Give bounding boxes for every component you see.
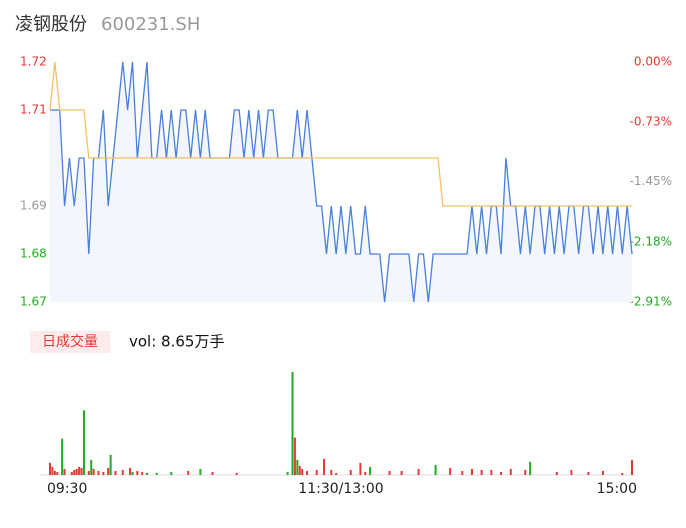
volume-bar bbox=[114, 470, 117, 475]
volume-bar bbox=[51, 466, 54, 475]
y-tick-label: 1.68 bbox=[20, 247, 47, 261]
volume-bar bbox=[129, 467, 132, 475]
volume-bar bbox=[146, 472, 148, 475]
volume-bar bbox=[524, 469, 527, 475]
volume-bar bbox=[90, 459, 93, 475]
volume-bar bbox=[75, 468, 78, 475]
volume-bar bbox=[364, 471, 367, 475]
volume-bar bbox=[293, 437, 296, 475]
y2-tick-label: -0.73% bbox=[630, 115, 672, 129]
volume-bar bbox=[296, 459, 299, 475]
price-area bbox=[50, 62, 632, 302]
volume-bar bbox=[235, 472, 238, 475]
volume-bar bbox=[570, 469, 573, 475]
volume-bar bbox=[335, 472, 338, 475]
volume-bar bbox=[330, 469, 333, 475]
volume-bar bbox=[155, 472, 158, 475]
volume-bar bbox=[92, 468, 95, 475]
volume-bar bbox=[298, 465, 301, 475]
x-tick-label: 15:00 bbox=[597, 481, 637, 497]
volume-bar bbox=[555, 471, 558, 475]
volume-bar bbox=[121, 469, 124, 475]
volume-bar bbox=[53, 470, 56, 475]
volume-bar bbox=[49, 462, 51, 475]
volume-bar bbox=[211, 471, 214, 475]
volume-bar bbox=[388, 470, 391, 475]
volume-label: 日成交量 bbox=[42, 333, 98, 350]
volume-bar bbox=[286, 471, 289, 475]
volume-bar bbox=[461, 470, 464, 475]
y-tick-label: 1.69 bbox=[20, 199, 47, 213]
y-tick-label: 1.67 bbox=[20, 295, 47, 309]
volume-bar bbox=[621, 472, 624, 475]
volume-bar bbox=[199, 468, 202, 475]
volume-bar bbox=[400, 470, 403, 475]
volume-bar bbox=[87, 470, 90, 475]
volume-bar bbox=[82, 410, 85, 475]
y-tick-label: 1.72 bbox=[20, 55, 47, 69]
volume-bar bbox=[78, 466, 81, 475]
volume-bar bbox=[417, 468, 420, 475]
volume-summary: vol: 8.65万手 bbox=[129, 333, 224, 351]
volume-bar bbox=[102, 471, 105, 475]
volume-bar bbox=[291, 372, 294, 475]
stock-name: 凌钢股份 bbox=[15, 14, 87, 35]
volume-bar bbox=[509, 468, 512, 475]
volume-bar bbox=[187, 470, 190, 475]
volume-bar bbox=[480, 469, 483, 475]
volume-bar bbox=[470, 468, 473, 475]
x-tick-label: 09:30 bbox=[47, 481, 87, 497]
y2-tick-label: 0.00% bbox=[634, 55, 672, 69]
volume-bar bbox=[109, 454, 112, 475]
volume-bar bbox=[449, 467, 452, 475]
volume-bar bbox=[107, 467, 110, 475]
volume-bar bbox=[56, 471, 59, 475]
average-line bbox=[49, 61, 632, 207]
x-tick-label: 11:30/13:00 bbox=[298, 481, 383, 497]
volume-bar bbox=[306, 470, 309, 475]
volume-bar bbox=[141, 471, 144, 475]
y2-tick-label: -2.18% bbox=[630, 234, 672, 248]
volume-bar bbox=[500, 471, 503, 475]
volume-bar bbox=[529, 461, 532, 475]
volume-bar bbox=[434, 464, 437, 475]
volume-bar bbox=[136, 470, 139, 475]
volume-bar bbox=[315, 469, 318, 475]
y2-tick-label: -1.45% bbox=[630, 174, 672, 188]
volume-bar bbox=[369, 466, 372, 475]
volume-bar bbox=[131, 471, 134, 475]
volume-bar bbox=[631, 459, 633, 475]
volume-bar bbox=[80, 467, 83, 475]
volume-bar bbox=[63, 468, 66, 475]
stock-code: 600231.SH bbox=[101, 14, 200, 35]
volume-bar bbox=[70, 471, 73, 475]
volume-bar bbox=[170, 471, 173, 475]
volume-bar bbox=[359, 462, 362, 475]
volume-bar bbox=[97, 470, 100, 475]
volume-bar bbox=[490, 469, 493, 475]
y-tick-label: 1.71 bbox=[20, 103, 47, 117]
volume-bar bbox=[601, 470, 604, 475]
volume-bar bbox=[61, 438, 64, 475]
y2-tick-label: -2.91% bbox=[630, 295, 672, 309]
volume-bar bbox=[323, 458, 326, 475]
volume-bar bbox=[301, 468, 304, 475]
volume-label-bg bbox=[30, 331, 110, 353]
volume-bar bbox=[73, 469, 76, 475]
volume-bar bbox=[349, 469, 352, 475]
volume-bar bbox=[587, 471, 590, 475]
